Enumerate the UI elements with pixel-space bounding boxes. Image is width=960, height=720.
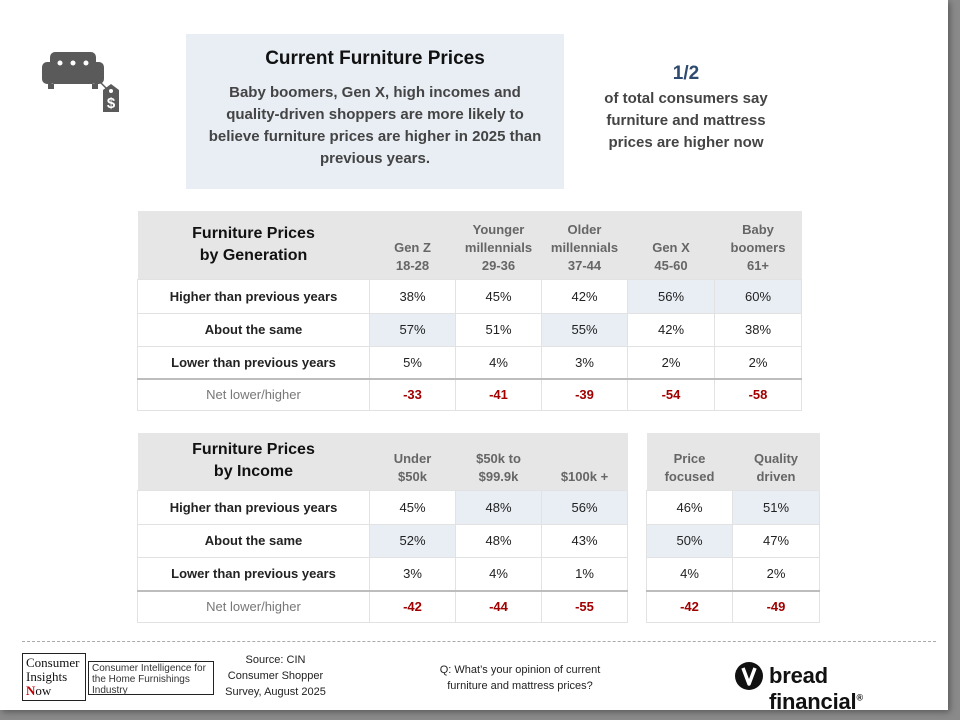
survey-question: Q: What’s your opinion of current furnit… bbox=[439, 664, 601, 692]
bread-financial-logo: bread financial® bbox=[735, 660, 925, 714]
cin-logo-tagline: Consumer Intelligence for the Home Furni… bbox=[88, 661, 214, 696]
row-label: Higher than previous years bbox=[137, 489, 370, 525]
page-title: Current Furniture Prices bbox=[265, 48, 485, 69]
svg-text:$: $ bbox=[107, 95, 116, 112]
column-header: Younger millennials 29-36 bbox=[455, 211, 542, 279]
net-value: -42 bbox=[369, 590, 456, 623]
table-cell: 55% bbox=[541, 312, 628, 347]
column-header: $100k + bbox=[541, 433, 628, 490]
table-cell: 4% bbox=[455, 345, 542, 380]
table-cell: 1% bbox=[541, 556, 628, 592]
stat-text: of total consumers say furniture and mat… bbox=[604, 90, 768, 151]
column-header: Older millennials 37-44 bbox=[541, 211, 628, 279]
table-cell: 47% bbox=[732, 523, 820, 558]
table-row: 50% 47% bbox=[646, 523, 820, 558]
net-row: -42 -49 bbox=[646, 590, 820, 623]
net-value: -55 bbox=[541, 590, 628, 623]
table-cell: 51% bbox=[732, 489, 820, 525]
column-header: Price focused bbox=[646, 433, 733, 490]
table-cell: 3% bbox=[369, 556, 456, 592]
table-cell: 3% bbox=[541, 345, 628, 380]
column-header: Under $50k bbox=[369, 433, 456, 490]
net-value: -33 bbox=[369, 378, 456, 411]
table-cell: 56% bbox=[627, 278, 715, 314]
column-header: Gen X 45-60 bbox=[627, 211, 715, 279]
title-description: Baby boomers, Gen X, high incomes and qu… bbox=[208, 84, 542, 167]
net-value: -49 bbox=[732, 590, 820, 623]
table-cell: 4% bbox=[455, 556, 542, 592]
row-label: Lower than previous years bbox=[137, 556, 370, 592]
table-cell: 45% bbox=[455, 278, 542, 314]
table-row: 46% 51% bbox=[646, 489, 820, 525]
net-value: -39 bbox=[541, 378, 628, 411]
table-row: 4% 2% bbox=[646, 556, 820, 592]
row-label: Higher than previous years bbox=[137, 278, 370, 314]
net-value: -41 bbox=[455, 378, 542, 411]
table-header-row: Price focused Quality driven bbox=[646, 433, 820, 490]
income-table: Furniture Prices by Income Under $50k $50… bbox=[137, 433, 628, 623]
table-cell: 50% bbox=[646, 523, 733, 558]
source-note: Source: CIN Consumer Shopper Survey, Aug… bbox=[225, 654, 326, 698]
table-row: Lower than previous years 5% 4% 3% 2% 2% bbox=[137, 345, 802, 380]
shopper-type-table: Price focused Quality driven 46% 51% 50% 4… bbox=[646, 433, 820, 623]
column-header: Gen Z 18-28 bbox=[369, 211, 456, 279]
net-row: Net lower/higher -42 -44 -55 bbox=[137, 590, 628, 623]
table-cell: 45% bbox=[369, 489, 456, 525]
bread-logo-text: bread financial® bbox=[769, 663, 863, 714]
cin-logo: Consumer Insights Now Consumer Intellige… bbox=[22, 653, 218, 701]
table-cell: 2% bbox=[732, 556, 820, 592]
net-value: -44 bbox=[455, 590, 542, 623]
cin-logo-wordmark: Consumer Insights Now bbox=[22, 653, 86, 701]
title-box: Current Furniture Prices Baby boomers, G… bbox=[186, 34, 564, 189]
table-header-row: Furniture Prices by Generation Gen Z 18-2… bbox=[137, 211, 802, 279]
net-value: -54 bbox=[627, 378, 715, 411]
table-cell: 42% bbox=[541, 278, 628, 314]
column-header: $50k to $99.9k bbox=[455, 433, 542, 490]
table-row: Higher than previous years 38% 45% 42% 5… bbox=[137, 278, 802, 314]
column-header: Quality driven bbox=[732, 433, 820, 490]
footer-divider bbox=[22, 641, 936, 642]
row-label: Net lower/higher bbox=[137, 590, 370, 623]
table-row: About the same 52% 48% 43% bbox=[137, 523, 628, 558]
generation-table: Furniture Prices by Generation Gen Z 18-2… bbox=[137, 211, 802, 411]
row-label: Net lower/higher bbox=[137, 378, 370, 411]
table-cell: 48% bbox=[455, 489, 542, 525]
table-header-row: Furniture Prices by Income Under $50k $50… bbox=[137, 433, 628, 490]
row-label: About the same bbox=[137, 523, 370, 558]
stat-fraction: 1/2 bbox=[672, 63, 700, 84]
net-value: -58 bbox=[714, 378, 802, 411]
sofa-price-tag-icon: $ bbox=[40, 44, 125, 116]
table-cell: 52% bbox=[369, 523, 456, 558]
table-title: Furniture Prices by Generation bbox=[137, 211, 370, 279]
table-row: Lower than previous years 3% 4% 1% bbox=[137, 556, 628, 592]
table-row: Higher than previous years 45% 48% 56% bbox=[137, 489, 628, 525]
table-cell: 5% bbox=[369, 345, 456, 380]
table-cell: 57% bbox=[369, 312, 456, 347]
table-cell: 46% bbox=[646, 489, 733, 525]
table-cell: 51% bbox=[455, 312, 542, 347]
table-row: About the same 57% 51% 55% 42% 38% bbox=[137, 312, 802, 347]
table-cell: 4% bbox=[646, 556, 733, 592]
net-row: Net lower/higher -33 -41 -39 -54 -58 bbox=[137, 378, 802, 411]
table-title: Furniture Prices by Income bbox=[137, 433, 370, 490]
table-cell: 42% bbox=[627, 312, 715, 347]
row-label: About the same bbox=[137, 312, 370, 347]
table-cell: 38% bbox=[369, 278, 456, 314]
table-cell: 43% bbox=[541, 523, 628, 558]
table-cell: 38% bbox=[714, 312, 802, 347]
net-value: -42 bbox=[646, 590, 733, 623]
table-cell: 48% bbox=[455, 523, 542, 558]
table-cell: 60% bbox=[714, 278, 802, 314]
row-label: Lower than previous years bbox=[137, 345, 370, 380]
slide: $ Current Furniture Prices Baby boomers,… bbox=[0, 0, 948, 714]
table-cell: 56% bbox=[541, 489, 628, 525]
bread-logo-mark-icon bbox=[735, 662, 763, 690]
column-header: Baby boomers 61+ bbox=[714, 211, 802, 279]
table-cell: 2% bbox=[714, 345, 802, 380]
table-cell: 2% bbox=[627, 345, 715, 380]
